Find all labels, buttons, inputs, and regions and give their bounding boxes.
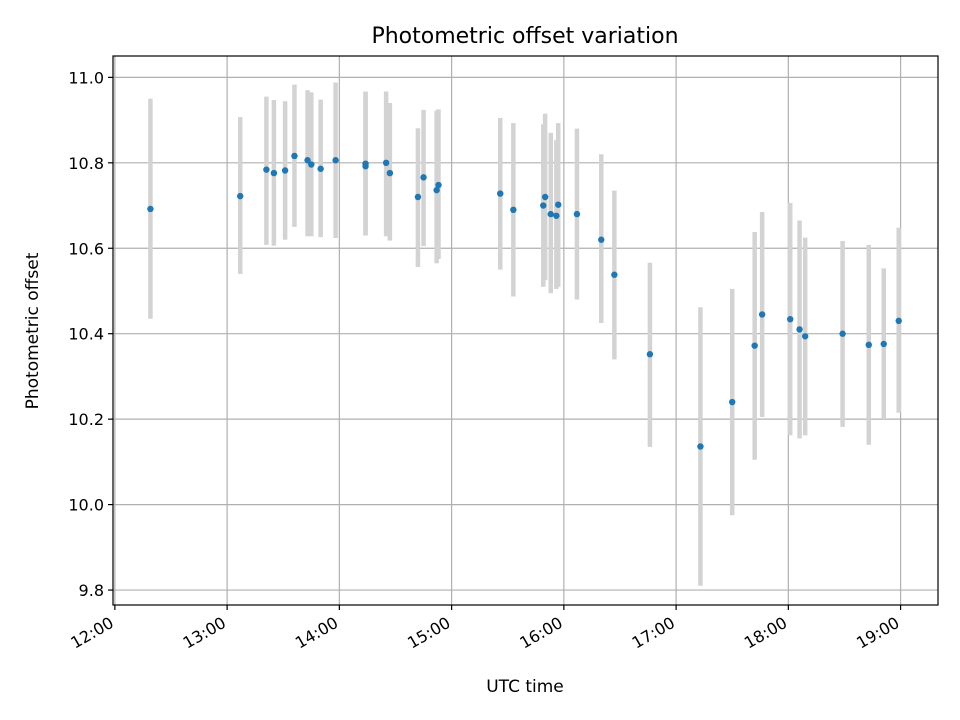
data-point [308, 161, 315, 168]
data-point [386, 169, 394, 177]
data-point [237, 192, 244, 200]
data-point [598, 236, 605, 243]
data-point [317, 165, 324, 172]
y-tick-label: 10.8 [68, 154, 104, 173]
data-point [573, 210, 581, 218]
data-point [435, 181, 442, 189]
data-point [291, 152, 298, 160]
data-point [547, 210, 554, 218]
data-point [646, 351, 654, 358]
y-axis-label: Photometric offset [23, 252, 43, 409]
data-point [751, 342, 758, 349]
data-point [865, 341, 872, 349]
data-point [697, 443, 704, 450]
data-point [880, 340, 887, 348]
data-point [540, 202, 547, 209]
plot-frame [112, 55, 939, 606]
y-tick-label: 9.8 [79, 581, 104, 600]
y-tick-label: 10.4 [68, 325, 104, 344]
y-tick-label: 10.0 [68, 496, 104, 515]
data-point [281, 167, 289, 174]
x-axis-label: UTC time [486, 677, 564, 697]
data-point [362, 163, 369, 170]
data-point [611, 271, 618, 278]
data-point [787, 315, 794, 323]
data-point [332, 157, 339, 164]
data-point [147, 205, 154, 213]
y-tick-label: 10.2 [68, 410, 104, 429]
data-point [433, 186, 440, 194]
data-point [420, 174, 427, 181]
data-point [796, 326, 803, 333]
y-tick-label: 11.0 [68, 68, 104, 87]
data-point [270, 169, 278, 177]
data-point [510, 206, 517, 214]
data-point [555, 201, 562, 208]
data-point [839, 330, 846, 337]
data-points [147, 152, 902, 450]
y-tick-label: 10.6 [68, 239, 104, 258]
data-point [895, 317, 902, 325]
data-point [541, 193, 549, 201]
chart-title: Photometric offset variation [371, 24, 678, 49]
data-point [758, 311, 766, 318]
y-axis-ticks: 9.8 10.0 10.2 10.4 10.6 10.8 11.0 [68, 68, 113, 600]
data-point [729, 398, 736, 406]
data-point [304, 157, 311, 164]
data-point [801, 333, 809, 340]
data-point [553, 212, 560, 219]
data-point [382, 159, 390, 167]
data-point [263, 166, 270, 173]
data-point [414, 193, 422, 201]
data-point [497, 190, 504, 197]
